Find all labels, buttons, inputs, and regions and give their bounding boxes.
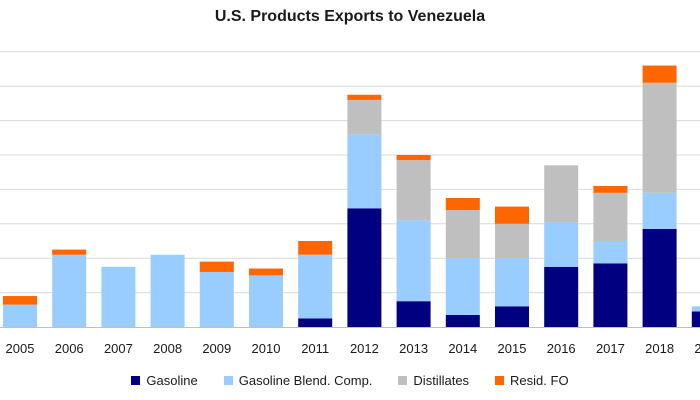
bar-2012-gasoline-blend-comp <box>347 134 382 209</box>
bar-2013-gasoline <box>396 301 431 327</box>
x-tick-label-2006: 2006 <box>55 341 84 356</box>
bar-2009-gasoline-blend-comp <box>199 271 234 327</box>
x-tick-label-2005: 2005 <box>6 341 35 356</box>
legend-label-gasoline: Gasoline <box>146 372 198 388</box>
bar-2011-resid-fo <box>298 241 333 255</box>
bar-2018-distillates <box>642 82 677 193</box>
bar-2015-distillates <box>495 223 529 259</box>
bar-2017-resid-fo <box>593 185 628 193</box>
legend-swatch-distillates <box>398 375 408 385</box>
bar-2008-gasoline-blend-comp <box>150 254 185 327</box>
bar-2009-resid-fo <box>199 261 234 272</box>
legend-label-distillates: Distillates <box>413 372 470 388</box>
bar-2010-gasoline-blend-comp <box>249 275 283 327</box>
bar-2011-gasoline-blend-comp <box>298 254 333 319</box>
bar-2014-gasoline <box>445 314 480 327</box>
bar-2007-gasoline-blend-comp <box>101 266 136 327</box>
bar-2017-gasoline-blend-comp <box>593 241 628 264</box>
legend-item-resid-fo: Resid. FO <box>495 373 569 388</box>
bar-2013-distillates <box>396 160 431 221</box>
legend-item-gasoline: Gasoline <box>131 372 198 388</box>
x-tick-label-2013: 2013 <box>399 341 428 356</box>
bar-2014-resid-fo <box>445 198 480 211</box>
legend-item-gasoline-blend: Gasoline Blend. Comp. <box>223 372 373 388</box>
bar-2012-distillates <box>347 99 382 135</box>
x-tick-label-2017: 2017 <box>596 341 625 356</box>
bar-2017-distillates <box>593 192 628 241</box>
bar-2018-resid-fo <box>642 65 677 83</box>
x-tick-label-2018: 2018 <box>645 341 674 356</box>
x-tick-label-2007: 2007 <box>104 341 133 356</box>
bar-2014-gasoline-blend-comp <box>445 258 480 315</box>
bar-2017-gasoline <box>593 263 628 327</box>
legend-item-distillates: Distillates <box>398 373 469 388</box>
bar-2010-resid-fo <box>249 268 283 276</box>
bar-2015-gasoline-blend-comp <box>495 258 529 307</box>
x-tick-label-2012: 2012 <box>350 341 379 356</box>
bar-2013-resid-fo <box>396 155 431 161</box>
bar-2005-resid-fo <box>3 296 37 305</box>
bar-2012-gasoline <box>347 208 382 327</box>
x-tick-label-2014: 2014 <box>448 341 477 356</box>
bar-2012-resid-fo <box>347 94 382 100</box>
bar-2013-gasoline-blend-comp <box>396 220 431 302</box>
bar-2016-gasoline-blend-comp <box>544 222 579 267</box>
legend: Gasoline Gasoline Blend. Comp. Distillat… <box>0 369 700 391</box>
bar-2018-gasoline-blend-comp <box>642 192 677 229</box>
x-tick-label-2016: 2016 <box>547 341 576 356</box>
legend-label-resid-fo: Resid. FO <box>510 372 569 388</box>
legend-label-gasoline-blend: Gasoline Blend. Comp. <box>238 372 373 388</box>
x-tick-label-2010: 2010 <box>252 341 281 356</box>
bar-2006-resid-fo <box>52 249 87 255</box>
x-tick-label-2008: 2008 <box>153 341 182 356</box>
bar-2011-gasoline <box>298 318 333 327</box>
legend-swatch-resid-fo <box>495 375 505 385</box>
bar-2015-resid-fo <box>495 206 529 224</box>
x-tick-label-2009: 2009 <box>202 341 231 356</box>
bar-2018-gasoline <box>642 228 677 327</box>
legend-swatch-gasoline <box>131 375 141 385</box>
bar-2019-gasoline <box>691 311 700 327</box>
bar-2006-gasoline-blend-comp <box>52 254 87 327</box>
bar-2005-gasoline-blend-comp <box>3 304 37 327</box>
bar-2014-distillates <box>445 210 480 259</box>
bar-2016-distillates <box>544 165 579 223</box>
x-tick-label-2019: 2019 <box>694 341 700 356</box>
chart-title: U.S. Products Exports to Venezuela <box>214 8 486 25</box>
legend-swatch-gasoline-blend <box>223 375 233 385</box>
bar-2016-gasoline <box>544 266 579 327</box>
bar-2019-gasoline-blend-comp <box>691 306 700 312</box>
x-tick-label-2015: 2015 <box>498 341 527 356</box>
x-tick-label-2011: 2011 <box>301 341 329 356</box>
bar-2015-gasoline <box>495 306 529 327</box>
